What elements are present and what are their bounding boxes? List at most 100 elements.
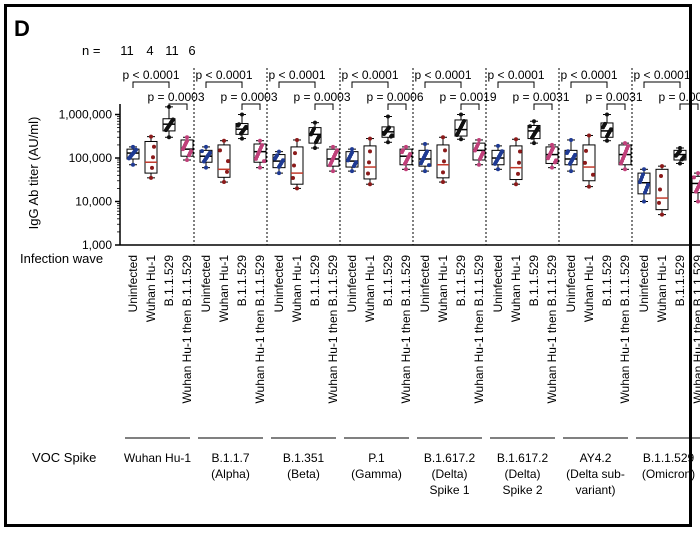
data-point <box>427 163 431 168</box>
data-point <box>583 160 587 165</box>
y-tick-label: 1,000,000 <box>59 108 113 122</box>
x-category-label: Uninfected <box>637 255 651 312</box>
data-point <box>496 167 500 172</box>
p-value-label: p < 0.0001 <box>341 68 398 82</box>
significance-bracket <box>570 81 608 88</box>
data-point <box>626 144 630 149</box>
x-category-label: Wuhan Hu-1 <box>144 255 158 322</box>
data-point <box>368 136 372 141</box>
p-value-label: p = 0.0003 <box>220 90 277 104</box>
data-point <box>152 144 156 149</box>
data-point <box>367 160 371 165</box>
data-point <box>459 112 463 117</box>
data-point <box>335 148 339 153</box>
data-point <box>605 138 609 143</box>
infection-wave-label: Infection wave <box>20 251 103 266</box>
data-point <box>459 137 463 142</box>
data-point <box>350 169 354 174</box>
box <box>691 175 700 194</box>
data-point <box>151 155 155 160</box>
data-point <box>292 163 296 168</box>
data-point <box>368 149 372 154</box>
data-point <box>281 158 285 163</box>
significance-bracket <box>314 103 334 110</box>
data-point <box>532 141 536 146</box>
data-point <box>277 171 281 176</box>
x-category-label: B.1.1.529 <box>235 255 249 307</box>
x-category-label: Uninfected <box>418 255 432 312</box>
data-point <box>295 186 299 191</box>
data-point <box>682 154 686 159</box>
data-point <box>218 148 222 153</box>
data-point <box>660 212 664 217</box>
figure-border <box>4 4 692 527</box>
data-point <box>678 161 682 166</box>
x-category-label: Wuhan Hu-1 <box>509 255 523 322</box>
data-point <box>350 150 354 155</box>
data-point <box>317 134 321 139</box>
voc-label: B.1.1.529 <box>643 451 695 465</box>
data-point <box>331 144 335 149</box>
data-point <box>605 112 609 117</box>
data-point <box>591 172 595 177</box>
data-point <box>408 152 412 157</box>
significance-bracket <box>132 81 170 88</box>
data-point <box>149 134 153 139</box>
data-point <box>423 169 427 174</box>
x-category-label: Wuhan Hu-1 <box>436 255 450 322</box>
y-tick-label: 100,000 <box>69 151 113 165</box>
n-value-sequential: 6 <box>188 43 195 58</box>
data-point <box>222 138 226 143</box>
y-axis-label: IgG Ab titer (AU/ml) <box>26 117 41 230</box>
data-point <box>518 149 522 154</box>
x-category-label: Wuhan Hu-1 <box>582 255 596 322</box>
data-point <box>171 117 175 122</box>
x-category-label: B.1.1.529 <box>673 255 687 307</box>
significance-bracket <box>387 103 407 110</box>
data-point <box>131 144 135 149</box>
data-point <box>401 148 405 153</box>
data-point <box>554 158 558 163</box>
voc-label: (Gamma) <box>351 467 402 481</box>
voc-label: (Omicron) <box>642 467 695 481</box>
data-point <box>208 150 212 155</box>
data-point <box>442 159 446 164</box>
data-point <box>150 165 154 170</box>
data-point <box>185 158 189 163</box>
voc-label: P.1 <box>368 451 385 465</box>
panel-label: D <box>14 16 30 41</box>
voc-label: Spike 1 <box>429 483 469 497</box>
data-point <box>260 143 264 148</box>
x-category-label: Wuhan Hu-1 then B.1.1.529 <box>691 255 700 404</box>
voc-label: B.1.617.2 <box>497 451 549 465</box>
data-point <box>584 148 588 153</box>
data-point <box>131 162 135 167</box>
data-point <box>185 135 189 140</box>
data-point <box>514 182 518 187</box>
significance-bracket <box>460 103 480 110</box>
data-point <box>477 137 481 142</box>
data-point <box>350 147 354 152</box>
data-point <box>658 187 662 192</box>
p-value-label: p < 0.0001 <box>487 68 544 82</box>
data-point <box>659 174 663 179</box>
data-point <box>425 149 429 154</box>
x-category-label: Wuhan Hu-1 then B.1.1.529 <box>545 255 559 404</box>
data-point <box>368 182 372 187</box>
p-value-label: p < 0.0001 <box>633 68 690 82</box>
data-point <box>386 114 390 119</box>
data-point <box>657 200 661 205</box>
voc-label: (Beta) <box>287 467 320 481</box>
data-point <box>550 142 554 147</box>
p-value-label: p = 0.0003 <box>293 90 350 104</box>
box <box>290 146 304 185</box>
n-value-omicron: 11 <box>165 43 179 58</box>
x-category-label: Wuhan Hu-1 then B.1.1.529 <box>326 255 340 404</box>
voc-label: AY4.2 <box>580 451 612 465</box>
p-value-label: p < 0.0001 <box>560 68 617 82</box>
data-point <box>517 160 521 165</box>
data-point <box>660 164 664 169</box>
box <box>509 145 523 181</box>
plot-area: 1,000 10,000 100,000 1,000,000 Uninfected Wuh… <box>59 68 700 497</box>
data-point <box>696 199 700 204</box>
